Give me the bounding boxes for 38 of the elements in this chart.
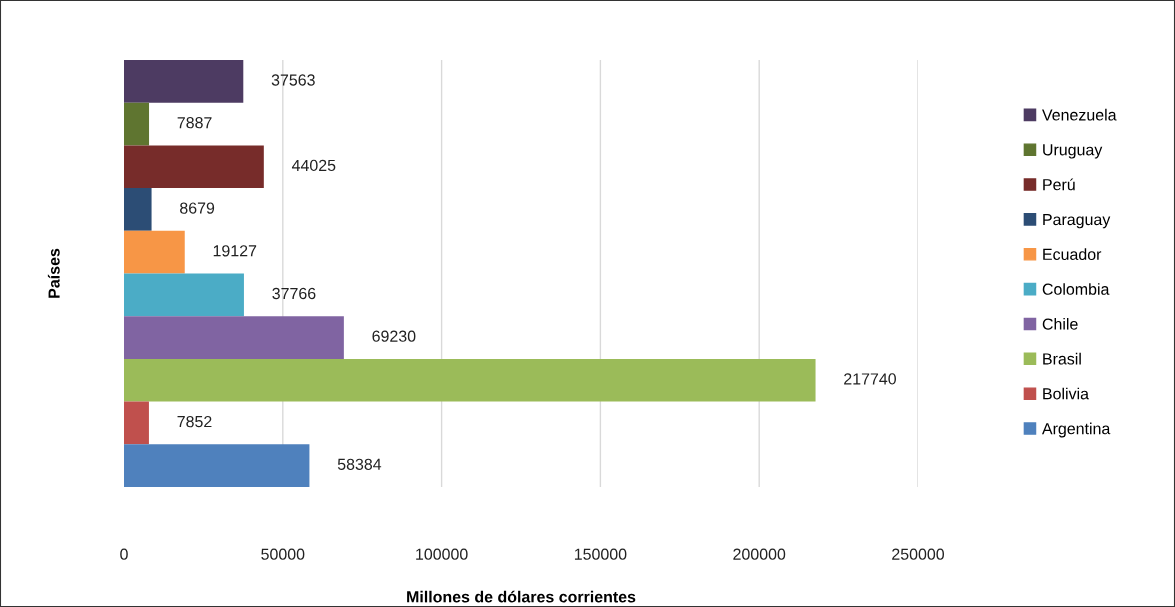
legend-label: Colombia <box>1042 283 1110 295</box>
bar <box>124 444 310 487</box>
bar <box>124 401 149 445</box>
legend-label: Bolivia <box>1043 387 1089 400</box>
x-tick-label: 200000 <box>733 548 786 560</box>
legend-label: Brasil <box>1043 352 1081 365</box>
x-axis-title: Millones de dólares corrientes <box>407 590 636 603</box>
bar <box>124 358 816 402</box>
legend-label: Uruguay <box>1043 144 1103 159</box>
legend-label: Perú <box>1043 178 1075 191</box>
data-label: 8679 <box>180 202 215 214</box>
bar <box>124 145 264 189</box>
y-axis-title: Países <box>47 248 60 298</box>
x-tick-label: 100000 <box>416 548 468 560</box>
x-tick-label: 50000 <box>261 548 305 560</box>
legend-label: Ecuador <box>1043 248 1102 261</box>
legend-label: Venezuela <box>1042 108 1117 121</box>
bar <box>124 102 150 146</box>
x-tick-label: 0 <box>120 548 128 560</box>
data-label: 217740 <box>844 373 896 385</box>
bar <box>124 273 244 317</box>
data-label: 19127 <box>213 245 257 257</box>
legend-label: Paraguay <box>1043 214 1111 229</box>
x-tick-label: 150000 <box>574 548 627 560</box>
bar <box>124 188 152 231</box>
legend-label: Argentina <box>1041 422 1111 438</box>
data-label: 58384 <box>337 458 382 470</box>
x-tick-label: 250000 <box>892 548 945 560</box>
bar <box>124 316 344 359</box>
bar <box>124 230 185 274</box>
data-label: 37766 <box>272 287 316 300</box>
bar <box>124 60 244 103</box>
data-label: 44025 <box>291 159 336 172</box>
data-label: 7887 <box>177 117 212 129</box>
data-label: 7852 <box>177 415 212 428</box>
data-label: 37563 <box>271 74 315 86</box>
data-label: 69230 <box>372 330 416 342</box>
legend-label: Chile <box>1042 317 1078 330</box>
